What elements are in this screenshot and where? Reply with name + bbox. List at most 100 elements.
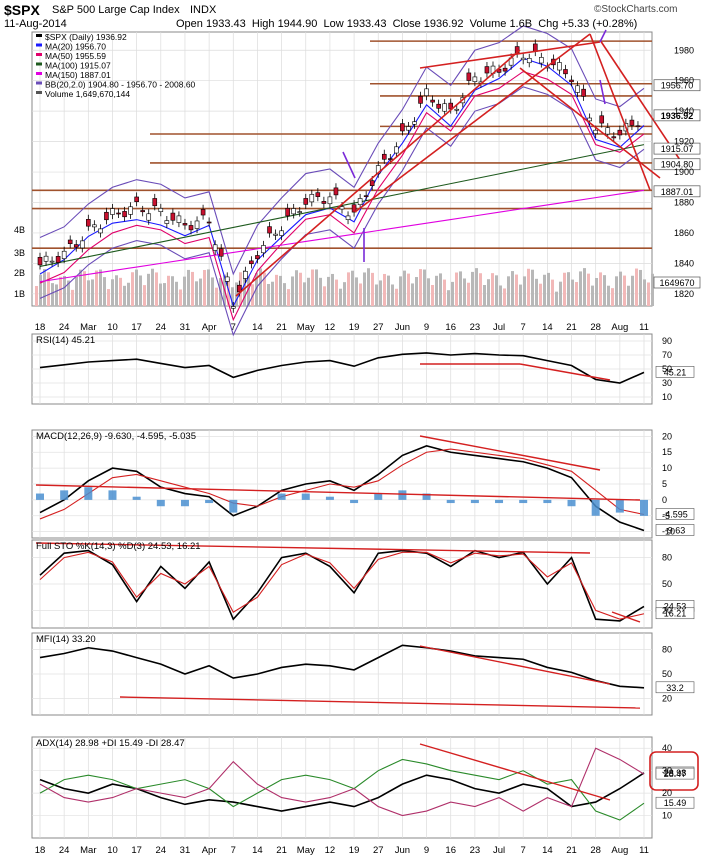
volume-bar	[155, 272, 158, 306]
macd-hist-bar	[567, 499, 576, 507]
volume-bar	[139, 275, 142, 306]
close-value: 1936.92	[423, 18, 464, 30]
close-label: Close	[392, 18, 421, 30]
panel-frame-price	[31, 31, 653, 307]
indicator-line-main	[39, 352, 645, 384]
indicator-tick-label: 70	[662, 350, 672, 360]
volume-bar	[271, 281, 274, 306]
volume-bar	[439, 273, 442, 306]
volume-bar	[463, 278, 466, 306]
volume-bar	[411, 283, 414, 306]
volume-bar	[499, 285, 502, 306]
candle-body	[92, 224, 97, 228]
indicator-value-label: -9.63	[665, 525, 686, 535]
candle-body	[291, 208, 296, 215]
macd-hist-bar	[470, 499, 479, 504]
x-tick-label: Jun	[395, 322, 410, 333]
price-tick-label: 1960	[674, 76, 694, 86]
indicator-tick-label: 20	[662, 605, 672, 615]
volume-bar	[115, 275, 118, 306]
x-tick-label-bottom: Apr	[202, 845, 217, 856]
candle-body	[599, 115, 605, 124]
price-value-label: 1936.92	[661, 111, 694, 121]
candle-body	[158, 208, 164, 212]
candle-body	[182, 223, 188, 226]
candle-body	[526, 57, 532, 64]
price-value-label: 1887.01	[661, 187, 694, 197]
volume-bar	[311, 269, 314, 306]
price-value-label: 1904.80	[661, 160, 694, 170]
trendline	[589, 33, 651, 191]
indicator-line--di	[39, 758, 645, 821]
low-value: 1933.43	[346, 18, 387, 30]
trendline	[235, 49, 521, 297]
indicator-line--d	[39, 551, 645, 620]
x-tick-label: 19	[349, 322, 360, 333]
indicator-legend: MFI(14) 33.20	[36, 634, 96, 645]
volume-bar	[59, 276, 62, 306]
candle-body	[86, 219, 91, 227]
indicator-tick-label: 0	[662, 495, 667, 505]
volume-bar	[603, 275, 606, 306]
x-tick-label: 16	[445, 322, 456, 333]
volume-bar	[171, 276, 174, 306]
volume-bar	[575, 282, 578, 306]
candle-body	[617, 129, 623, 136]
volume-bar	[367, 268, 370, 306]
volume-bar	[99, 269, 102, 306]
candle-body	[502, 67, 508, 72]
indicator-tick-label: 50	[662, 579, 672, 589]
volume-bar	[539, 283, 542, 306]
candle-body	[212, 244, 218, 251]
symbol-title: $SPX	[4, 2, 40, 18]
volume-bar	[527, 268, 530, 306]
price-value-box	[653, 109, 701, 122]
indicator-trendline	[35, 542, 591, 554]
candle-body	[629, 119, 635, 126]
open-label: Open	[176, 18, 203, 30]
indicator-tick-label: 80	[662, 553, 672, 563]
candle-body	[454, 108, 460, 111]
bollinger-upper-line	[39, 25, 645, 276]
macd-hist-bar	[36, 493, 44, 500]
volume-bar	[503, 288, 506, 306]
candle-body	[635, 125, 641, 128]
volume-bar	[387, 275, 390, 306]
volume-bar	[431, 284, 434, 306]
price-legend-label: MA(20) 1956.70	[45, 42, 106, 52]
volume-bar	[295, 270, 298, 306]
price-value-box	[653, 142, 701, 155]
x-tick-label-bottom: Jul	[493, 845, 505, 856]
volume-bar	[255, 273, 258, 306]
x-tick-label-bottom: 7	[521, 845, 526, 856]
candle-body	[152, 198, 158, 207]
volume-bar	[651, 273, 654, 306]
volume-bar	[123, 285, 126, 306]
volume-bar	[159, 283, 162, 306]
candle-body	[394, 146, 399, 154]
indicator-tick-label: 10	[662, 392, 672, 402]
volume-bar	[531, 269, 534, 306]
price-legend-label: MA(100) 1915.07	[45, 61, 111, 71]
volume-bar	[259, 268, 262, 306]
volume-bar	[95, 270, 98, 306]
volume-bar	[299, 272, 302, 306]
x-tick-label: 28	[590, 322, 601, 333]
volume-bar	[359, 283, 362, 306]
indicator-tick-label: 10	[662, 811, 672, 821]
indicator-line--k	[39, 549, 645, 622]
volume-bar	[535, 278, 538, 306]
volume-bar	[351, 270, 354, 306]
volume-bar	[615, 276, 618, 306]
trendline	[419, 41, 601, 69]
price-value-label: 1915.07	[661, 144, 694, 154]
candle-body	[122, 211, 127, 218]
x-tick-label-bottom: 24	[59, 845, 70, 856]
x-tick-label-bottom: 19	[349, 845, 360, 856]
volume-bar	[291, 276, 294, 306]
volume-bar	[215, 287, 218, 306]
indicator-trendline	[419, 743, 611, 801]
candle-body	[587, 117, 592, 122]
candle-body	[237, 284, 242, 293]
volume-bar	[607, 285, 610, 306]
